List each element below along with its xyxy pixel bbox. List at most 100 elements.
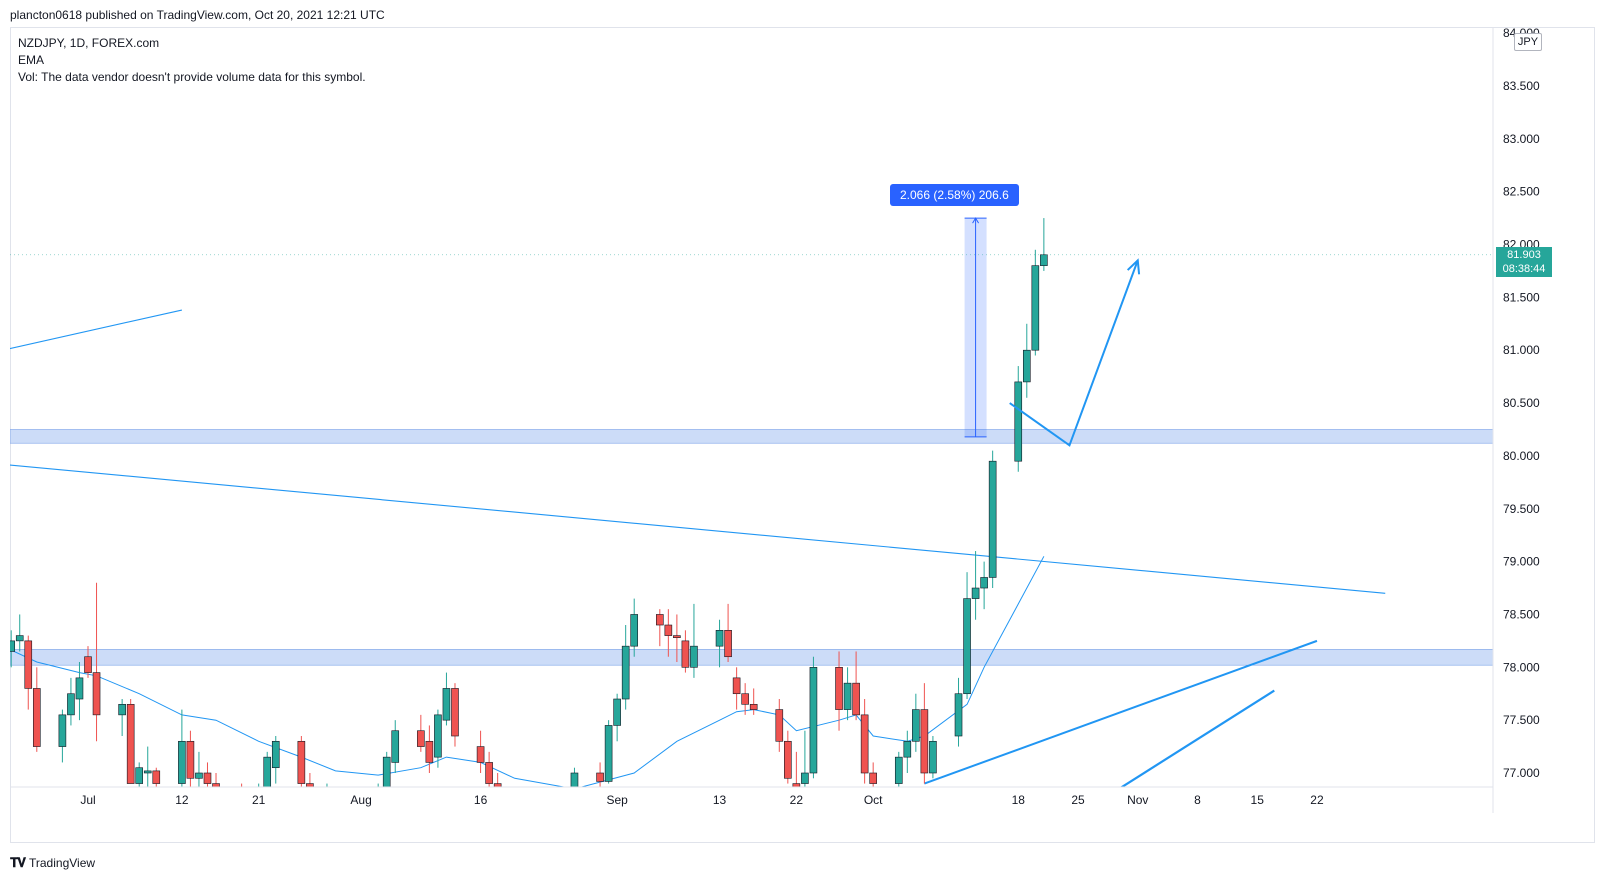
- candle-body[interactable]: [954, 693, 963, 737]
- candle-body[interactable]: [493, 783, 502, 805]
- candle-body[interactable]: [980, 577, 988, 589]
- candle-body[interactable]: [801, 772, 809, 784]
- candle-body[interactable]: [511, 826, 518, 837]
- candle-body[interactable]: [963, 598, 971, 695]
- legend-volume-note: Vol: The data vendor doesn't provide vol…: [18, 70, 366, 84]
- projection-path[interactable]: [1009, 260, 1139, 447]
- candle-body[interactable]: [195, 772, 203, 779]
- candle-body[interactable]: [613, 698, 621, 726]
- candle-body[interactable]: [297, 740, 306, 784]
- ema-line[interactable]: [3, 556, 1045, 789]
- candle-body[interactable]: [323, 794, 330, 805]
- candle-body[interactable]: [920, 709, 929, 774]
- candle-body[interactable]: [1040, 254, 1048, 266]
- candle-body[interactable]: [375, 789, 382, 800]
- candle-body[interactable]: [775, 709, 784, 742]
- candle-body[interactable]: [238, 794, 245, 815]
- candle-body[interactable]: [152, 770, 161, 784]
- candle-body[interactable]: [673, 635, 681, 639]
- candle-body[interactable]: [843, 682, 852, 710]
- candle-body[interactable]: [545, 810, 552, 821]
- candle-body[interactable]: [186, 740, 195, 779]
- candle-body[interactable]: [621, 645, 630, 700]
- support-zone-1[interactable]: [10, 429, 1493, 444]
- candle-body[interactable]: [988, 460, 997, 578]
- candle-body[interactable]: [690, 645, 698, 668]
- candle-body[interactable]: [8, 640, 15, 652]
- candle-body[interactable]: [15, 635, 24, 642]
- candle-body[interactable]: [203, 772, 212, 784]
- candle-body[interactable]: [24, 640, 33, 689]
- candle-body[interactable]: [894, 756, 903, 784]
- candle-body[interactable]: [0, 646, 6, 709]
- candle-body[interactable]: [263, 756, 272, 789]
- candle-body[interactable]: [724, 630, 732, 658]
- candle-body[interactable]: [75, 677, 84, 700]
- candle-body[interactable]: [143, 770, 152, 774]
- candle-body[interactable]: [664, 624, 673, 636]
- candle-body[interactable]: [681, 640, 690, 668]
- candle-body[interactable]: [332, 794, 339, 805]
- candle-body[interactable]: [732, 677, 741, 695]
- trendline-1[interactable]: [3, 309, 182, 350]
- candle-body[interactable]: [425, 740, 434, 763]
- candle-body[interactable]: [570, 772, 579, 794]
- candle-body[interactable]: [92, 672, 101, 716]
- candle-body[interactable]: [562, 794, 569, 799]
- candle-body[interactable]: [869, 772, 877, 784]
- currency-badge[interactable]: JPY: [1514, 33, 1542, 51]
- candle-body[interactable]: [554, 799, 561, 810]
- candle-body[interactable]: [135, 767, 144, 784]
- candle-body[interactable]: [391, 730, 400, 763]
- candle-body[interactable]: [860, 714, 869, 774]
- candle-body[interactable]: [271, 740, 280, 769]
- candle-body[interactable]: [1022, 349, 1031, 383]
- candle-body[interactable]: [451, 688, 459, 737]
- candle-body[interactable]: [715, 630, 724, 647]
- trendline-4[interactable]: [1120, 689, 1275, 788]
- candle-body[interactable]: [784, 740, 792, 779]
- candle-body[interactable]: [306, 783, 314, 816]
- candle-body[interactable]: [118, 703, 126, 716]
- candle-body[interactable]: [835, 666, 843, 710]
- candle-body[interactable]: [178, 740, 186, 784]
- trendline-3[interactable]: [924, 639, 1318, 785]
- candle-body[interactable]: [442, 688, 451, 721]
- candle-body[interactable]: [852, 682, 860, 716]
- candle-body[interactable]: [1014, 381, 1023, 462]
- trendline-2[interactable]: [3, 464, 1386, 594]
- candle-body[interactable]: [604, 725, 613, 782]
- candle-body[interactable]: [67, 693, 75, 716]
- candle-body[interactable]: [58, 714, 67, 747]
- candle-body[interactable]: [1031, 265, 1040, 351]
- candle-body[interactable]: [417, 730, 425, 747]
- candle-body[interactable]: [315, 805, 322, 816]
- footer-brand[interactable]: 𝐓𝐕 TradingView: [10, 855, 95, 871]
- candle-body[interactable]: [929, 740, 937, 774]
- candle-body[interactable]: [630, 614, 639, 647]
- candle-body[interactable]: [32, 688, 41, 747]
- candle-body[interactable]: [903, 740, 912, 758]
- candle-body[interactable]: [809, 666, 818, 774]
- candle-body[interactable]: [912, 709, 920, 742]
- candle-body[interactable]: [126, 703, 135, 784]
- candle-body[interactable]: [656, 614, 664, 626]
- candle-body[interactable]: [382, 756, 391, 789]
- plot-area[interactable]: [0, 217, 1493, 847]
- candle-body[interactable]: [476, 746, 485, 763]
- legend-ema[interactable]: EMA: [18, 53, 45, 67]
- candle-body[interactable]: [503, 805, 510, 826]
- candle-body[interactable]: [212, 783, 220, 795]
- candle-body[interactable]: [792, 783, 801, 789]
- candle-body[interactable]: [741, 693, 749, 705]
- candle-body[interactable]: [749, 703, 758, 710]
- candle-body[interactable]: [434, 714, 442, 758]
- candle-body[interactable]: [537, 821, 544, 837]
- legend-symbol[interactable]: NZDJPY, 1D, FOREX.com: [18, 36, 160, 50]
- candle-body[interactable]: [84, 656, 92, 673]
- candle-body[interactable]: [596, 772, 604, 782]
- candle-body[interactable]: [485, 762, 493, 784]
- candle-body[interactable]: [971, 587, 980, 599]
- support-zone-2[interactable]: [10, 649, 1493, 666]
